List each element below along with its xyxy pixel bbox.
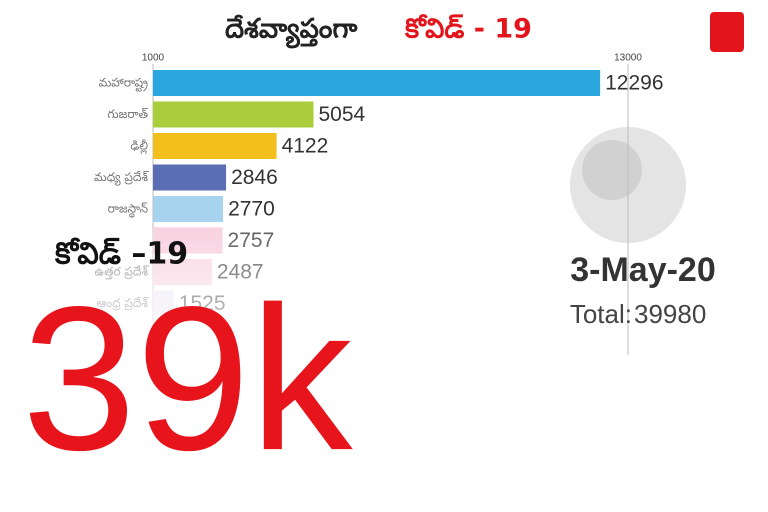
category-label: మహారాష్ట్ర bbox=[99, 76, 148, 93]
category-label: గుజరాత్ bbox=[107, 107, 148, 121]
category-label: ఢిల్లీ bbox=[130, 139, 148, 155]
bar bbox=[153, 164, 227, 191]
total-value: 39980 bbox=[634, 299, 706, 329]
chart-title: దేశవ్యాప్తంగా bbox=[225, 14, 357, 49]
x-tick-label: 13000 bbox=[614, 53, 642, 64]
bar bbox=[153, 70, 601, 96]
category-label: మధ్య ప్రదేశ్ bbox=[94, 170, 149, 186]
value-label: 5054 bbox=[318, 103, 365, 126]
value-label: 2770 bbox=[228, 198, 275, 221]
value-label: 2846 bbox=[231, 166, 278, 189]
date: 3-May-20 bbox=[570, 251, 716, 289]
background-panel bbox=[0, 360, 768, 512]
virus-graphic bbox=[582, 140, 642, 200]
chart-title-highlight: కోవిడ్ - 19 bbox=[404, 14, 532, 45]
bar bbox=[153, 196, 224, 222]
overlay-title: కోవిడ్ –19 bbox=[54, 237, 188, 272]
category-label: రాజస్థాన్ bbox=[108, 202, 148, 219]
logo bbox=[710, 12, 744, 52]
total-label: Total: bbox=[570, 299, 632, 329]
value-label: 12296 bbox=[605, 72, 663, 95]
value-label: 4122 bbox=[282, 135, 329, 158]
bar bbox=[153, 133, 277, 159]
bar bbox=[153, 101, 314, 128]
headline: 39k bbox=[22, 264, 353, 493]
x-tick-label: 1000 bbox=[142, 53, 165, 64]
